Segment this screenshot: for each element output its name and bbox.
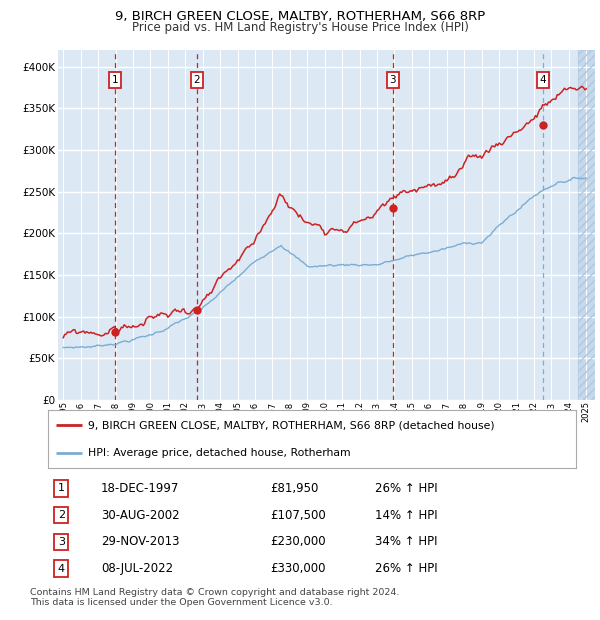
- Text: 9, BIRCH GREEN CLOSE, MALTBY, ROTHERHAM, S66 8RP: 9, BIRCH GREEN CLOSE, MALTBY, ROTHERHAM,…: [115, 10, 485, 23]
- Text: HPI: Average price, detached house, Rotherham: HPI: Average price, detached house, Roth…: [88, 448, 350, 458]
- Text: 26% ↑ HPI: 26% ↑ HPI: [376, 482, 438, 495]
- Text: 4: 4: [58, 564, 65, 574]
- Bar: [578, 50, 595, 400]
- Text: 18-DEC-1997: 18-DEC-1997: [101, 482, 179, 495]
- Text: 3: 3: [58, 537, 65, 547]
- Text: £230,000: £230,000: [270, 536, 325, 548]
- Text: 29-NOV-2013: 29-NOV-2013: [101, 536, 179, 548]
- Text: 3: 3: [389, 75, 396, 85]
- Text: 30-AUG-2002: 30-AUG-2002: [101, 508, 179, 521]
- Text: 1: 1: [112, 75, 118, 85]
- Text: 1: 1: [58, 484, 65, 494]
- Text: 08-JUL-2022: 08-JUL-2022: [101, 562, 173, 575]
- Text: 2: 2: [193, 75, 200, 85]
- Text: £330,000: £330,000: [270, 562, 325, 575]
- Text: 9, BIRCH GREEN CLOSE, MALTBY, ROTHERHAM, S66 8RP (detached house): 9, BIRCH GREEN CLOSE, MALTBY, ROTHERHAM,…: [88, 420, 494, 430]
- Text: 4: 4: [540, 75, 547, 85]
- Text: 14% ↑ HPI: 14% ↑ HPI: [376, 508, 438, 521]
- Text: £81,950: £81,950: [270, 482, 318, 495]
- Text: Price paid vs. HM Land Registry's House Price Index (HPI): Price paid vs. HM Land Registry's House …: [131, 21, 469, 34]
- Bar: [578, 50, 595, 400]
- Text: Contains HM Land Registry data © Crown copyright and database right 2024.
This d: Contains HM Land Registry data © Crown c…: [30, 588, 400, 608]
- Text: 34% ↑ HPI: 34% ↑ HPI: [376, 536, 438, 548]
- Text: £107,500: £107,500: [270, 508, 326, 521]
- Text: 2: 2: [58, 510, 65, 520]
- Text: 26% ↑ HPI: 26% ↑ HPI: [376, 562, 438, 575]
